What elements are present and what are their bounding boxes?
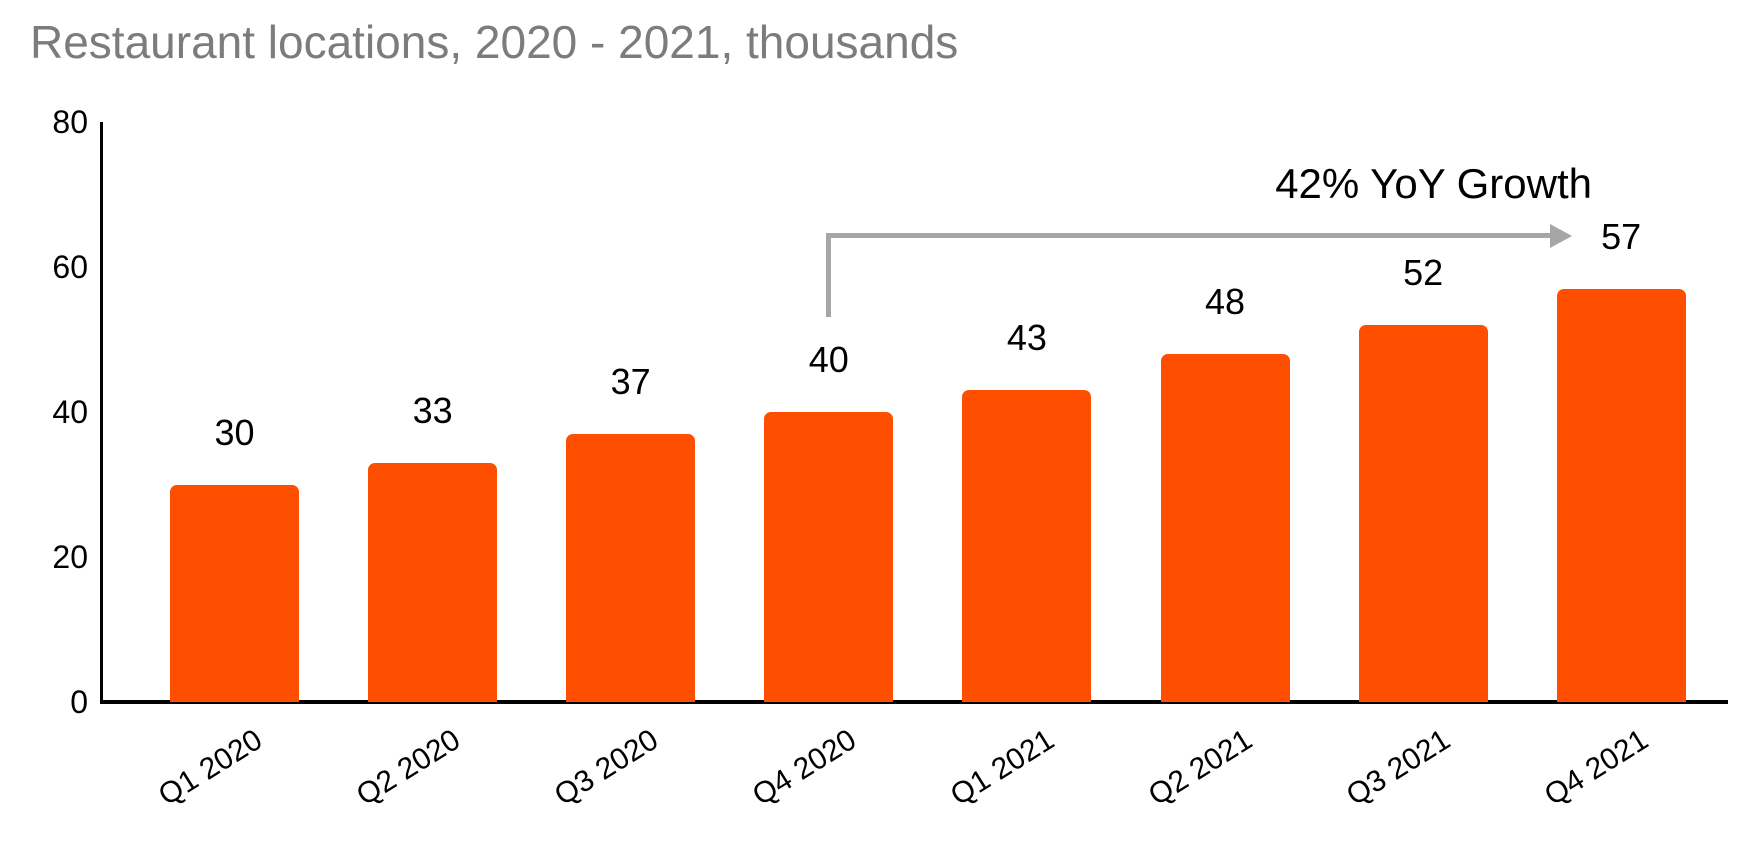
chart-title: Restaurant locations, 2020 - 2021, thous… xyxy=(30,16,959,68)
bar-q3-2021 xyxy=(1358,325,1488,702)
x-tick-label-q3-2021: Q3 2021 xyxy=(1340,723,1457,813)
yoy-growth-annotation: 42% YoY Growth xyxy=(1275,160,1592,207)
bar-q4-2020 xyxy=(764,412,894,702)
bar-q3-2020 xyxy=(566,433,696,702)
x-tick-label-q2-2021: Q2 2021 xyxy=(1142,723,1258,813)
bar-value-label-q3-2020: 37 xyxy=(610,360,651,402)
bar-q1-2020 xyxy=(170,484,299,702)
arrow-vertical-segment xyxy=(826,233,832,317)
y-tick-label-40: 40 xyxy=(52,394,88,430)
x-tick-label-q1-2020: Q1 2020 xyxy=(152,723,268,813)
bar-q2-2020 xyxy=(368,462,498,702)
bar-value-label-q4-2020: 40 xyxy=(808,339,849,380)
bar-value-label-q2-2020: 33 xyxy=(412,389,453,431)
x-axis-line xyxy=(100,700,1728,704)
bar-value-label-q1-2021: 43 xyxy=(1006,317,1047,359)
bar-value-label-q3-2021: 52 xyxy=(1403,252,1444,293)
x-tick-label-q2-2020: Q2 2020 xyxy=(350,723,466,813)
y-tick-label-20: 20 xyxy=(52,539,88,575)
bar-q2-2021 xyxy=(1160,354,1290,702)
y-axis-line xyxy=(100,122,103,704)
x-tick-label-q1-2021: Q1 2021 xyxy=(944,723,1060,813)
y-tick-label-80: 80 xyxy=(52,104,88,140)
bar-q1-2021 xyxy=(962,390,1092,702)
bar-value-label-q1-2020: 30 xyxy=(214,411,255,453)
y-tick-label-60: 60 xyxy=(52,249,88,285)
y-tick-label-0: 0 xyxy=(70,684,88,720)
bar-value-label-q2-2021: 48 xyxy=(1204,281,1246,322)
arrow-horizontal-segment xyxy=(826,233,1551,238)
arrow-head-icon xyxy=(1550,223,1573,248)
bar-value-label-q4-2021: 57 xyxy=(1601,215,1642,257)
x-tick-label-q3-2020: Q3 2020 xyxy=(548,723,664,813)
x-tick-label-q4-2020: Q4 2020 xyxy=(746,723,862,813)
bar-q4-2021 xyxy=(1556,288,1686,702)
x-tick-label-q4-2021: Q4 2021 xyxy=(1539,723,1655,813)
